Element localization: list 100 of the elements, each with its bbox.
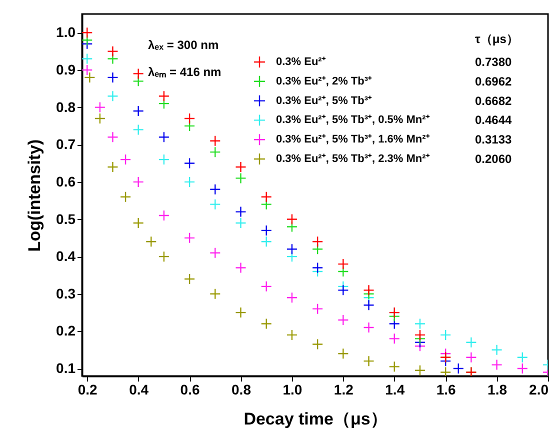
y-tick-label: 0.7 [56, 136, 76, 152]
point [210, 184, 221, 195]
point [363, 355, 374, 367]
point [94, 102, 106, 113]
point [286, 244, 298, 255]
point [184, 176, 196, 188]
y-tick-label: 0.3 [56, 285, 76, 302]
x-tick-label: 0.6 [180, 382, 200, 398]
point [158, 90, 170, 102]
y-tick-label: 0.9 [56, 61, 76, 78]
point [184, 112, 196, 124]
annotation: 0.6682 [475, 94, 512, 108]
point [184, 158, 196, 169]
point [312, 236, 324, 248]
point [235, 206, 246, 218]
point [132, 176, 144, 188]
point [516, 352, 528, 363]
y-tick-label: 0.5 [56, 210, 76, 227]
point [312, 244, 324, 255]
annotation: 0.3133 [475, 132, 512, 147]
point [363, 299, 374, 311]
point [132, 217, 144, 229]
y-tick-label: 0.1 [56, 360, 76, 376]
point [158, 154, 170, 166]
point [414, 329, 426, 341]
point [235, 161, 246, 173]
x-tick-label: 1.0 [282, 382, 302, 398]
point [184, 232, 196, 244]
annotation: 0.4644 [475, 113, 512, 128]
point [107, 161, 118, 173]
point [132, 68, 144, 80]
annotation: 0.2060 [475, 152, 512, 166]
y-tick-label: 1.0 [56, 24, 76, 40]
point [440, 366, 452, 376]
y-axis-title: Log(intensity) [25, 139, 44, 252]
legend-label: 0.3% Eu²⁺, 5% Tb³⁺, 1.6% Mn²⁺ [276, 134, 430, 146]
point [210, 146, 221, 158]
y-tick-label: 0.2 [56, 322, 76, 339]
point [312, 338, 324, 350]
y-tick-label: 0.6 [56, 173, 76, 190]
legend-label: 0.3% Eu²⁺, 2% Tb³⁺ [276, 75, 372, 88]
point [286, 292, 298, 304]
point [388, 333, 400, 344]
point [210, 198, 221, 210]
x-tick-label: 0.4 [129, 382, 149, 398]
point [132, 105, 144, 117]
point [338, 348, 349, 360]
point [286, 214, 298, 225]
annotation: λₑₘ = 416 nm [148, 65, 222, 79]
point [260, 318, 272, 330]
point [158, 210, 170, 222]
point [132, 124, 144, 136]
point [338, 314, 349, 326]
point [107, 72, 118, 84]
x-tick-label: 1.4 [385, 382, 405, 398]
point [312, 262, 324, 274]
x-tick-label: 1.8 [488, 382, 508, 398]
annotation: 0.6962 [475, 74, 512, 88]
point [491, 344, 502, 356]
point [210, 135, 221, 146]
point [466, 336, 477, 348]
point [94, 112, 106, 124]
point [452, 362, 464, 374]
point [146, 236, 157, 248]
legend-label: 0.3% Eu²⁺ [276, 56, 326, 68]
point [414, 364, 426, 376]
x-tick-label: 1.6 [436, 382, 456, 398]
point [466, 352, 477, 363]
point [82, 64, 93, 76]
point [338, 284, 349, 296]
point [184, 273, 196, 285]
point [388, 361, 400, 372]
legend-label: 0.3% Eu²⁺, 5% Tb³⁺, 0.5% Mn²⁺ [276, 114, 430, 126]
y-tick-label: 0.4 [56, 248, 76, 264]
point [84, 72, 96, 84]
point [235, 306, 246, 318]
point [235, 262, 246, 274]
annotation: 0.7380 [475, 55, 512, 69]
point [260, 191, 272, 202]
point [210, 247, 221, 258]
point [82, 27, 93, 38]
legend-label: 0.3% Eu²⁺, 5% Tb³⁺, 2.3% Mn²⁺ [276, 153, 430, 165]
point [363, 322, 374, 334]
annotation: τ（μs） [475, 32, 518, 46]
point [158, 250, 170, 262]
point [414, 318, 426, 330]
point [235, 217, 246, 229]
point [491, 359, 502, 370]
point [235, 172, 246, 184]
point [286, 329, 298, 341]
point [132, 76, 144, 87]
point [120, 191, 132, 202]
point [312, 303, 324, 314]
x-tick-label: 0.2 [78, 382, 98, 398]
point [363, 284, 374, 296]
legend-label: 0.3% Eu²⁺, 5% Tb³⁺ [276, 94, 372, 107]
point [107, 132, 118, 143]
point [516, 362, 528, 374]
point [120, 154, 132, 166]
x-axis-title: Decay time（μs） [244, 410, 388, 428]
